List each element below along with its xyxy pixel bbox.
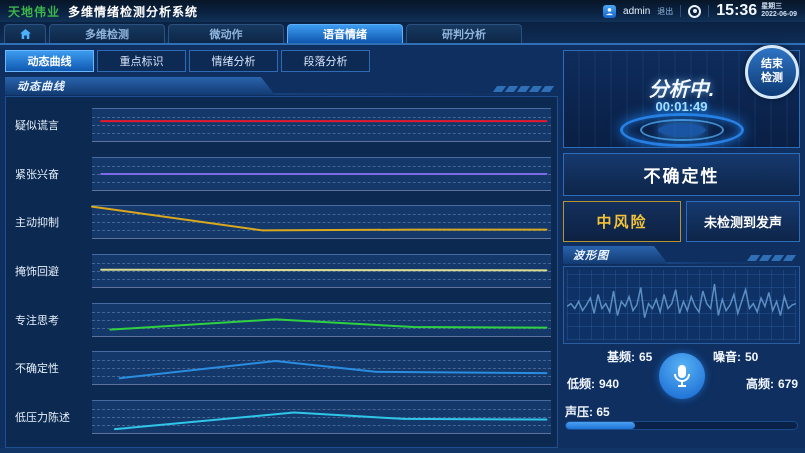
curve-band-suppress bbox=[92, 205, 551, 240]
row-label-uncertain: 不确定性 bbox=[15, 363, 59, 376]
system-title: 多维情绪检测分析系统 bbox=[68, 4, 199, 19]
end-detection-label: 结束 bbox=[761, 58, 783, 71]
waveform-line bbox=[567, 270, 796, 340]
subtab-emotion-analysis[interactable]: 情绪分析 bbox=[189, 50, 278, 72]
subtab-paragraph-analysis[interactable]: 段落分析 bbox=[281, 50, 370, 72]
tab-multidim-detect[interactable]: 多维检测 bbox=[49, 24, 165, 43]
end-detection-label: 检测 bbox=[761, 72, 783, 84]
slash-decor-icon bbox=[746, 255, 797, 261]
person-icon bbox=[605, 7, 614, 15]
divider bbox=[708, 5, 710, 17]
section-header-line bbox=[5, 93, 558, 95]
chart-row: 专注思考 bbox=[6, 295, 551, 344]
subtab-dynamic-curve[interactable]: 动态曲线 bbox=[5, 50, 94, 72]
stat-sound-pressure: 声压: 65 bbox=[565, 405, 610, 419]
curve-line bbox=[92, 304, 551, 336]
end-detection-button[interactable]: 结束 检测 bbox=[745, 45, 799, 99]
row-label-nervous: 紧张兴奋 bbox=[15, 168, 59, 181]
username: admin bbox=[623, 5, 651, 17]
stat-noise: 噪音: 50 bbox=[713, 350, 759, 364]
sub-tabs: 动态曲线 重点标识 情绪分析 段落分析 bbox=[5, 50, 370, 72]
left-column: 动态曲线 重点标识 情绪分析 段落分析 动态曲线 疑似谎言 紧张兴奋 主动抑制 bbox=[5, 45, 558, 450]
clock: 15:36 星期三 2022-06-09 bbox=[716, 2, 797, 20]
curve-line bbox=[92, 158, 551, 190]
stat-low-frequency: 低频: 940 bbox=[567, 377, 620, 391]
dynamic-curve-chart: 疑似谎言 紧张兴奋 主动抑制 掩饰回避 bbox=[5, 96, 558, 448]
chart-row: 疑似谎言 bbox=[6, 101, 551, 150]
curve-section-header: 动态曲线 bbox=[5, 77, 558, 95]
waveform-section-title: 波形图 bbox=[563, 246, 668, 264]
glow-platform-icon bbox=[639, 119, 724, 141]
subtab-key-marks[interactable]: 重点标识 bbox=[97, 50, 186, 72]
row-label-lowpressure: 低压力陈述 bbox=[15, 411, 70, 424]
row-label-conceal: 掩饰回避 bbox=[15, 266, 59, 279]
right-column: 分析中. 00:01:49 结束 检测 不确定性 中风险 未检测到发声 波形图 … bbox=[563, 45, 800, 450]
main-nav: 多维检测 微动作 语音情绪 研判分析 bbox=[0, 22, 805, 45]
sound-pressure-bar-track bbox=[565, 421, 798, 430]
row-label-focus: 专注思考 bbox=[15, 314, 59, 327]
curve-band-uncertain bbox=[92, 351, 551, 386]
footer-strip bbox=[0, 448, 805, 453]
chart-row: 掩饰回避 bbox=[6, 247, 551, 296]
curve-band-nervous bbox=[92, 156, 551, 191]
curve-band-lowpressure bbox=[92, 399, 551, 434]
tab-judge-analysis[interactable]: 研判分析 bbox=[406, 24, 522, 43]
curve-section-title: 动态曲线 bbox=[5, 77, 275, 95]
tab-home[interactable] bbox=[4, 24, 46, 43]
waveform-section-header: 波形图 bbox=[563, 246, 800, 264]
chart-row: 主动抑制 bbox=[6, 198, 551, 247]
row-label-lie: 疑似谎言 bbox=[15, 120, 59, 133]
user-avatar-icon bbox=[603, 4, 617, 18]
divider bbox=[680, 5, 682, 17]
microphone-icon bbox=[673, 365, 690, 387]
voice-status-badge: 未检测到发声 bbox=[686, 201, 800, 242]
curve-line bbox=[92, 109, 551, 141]
chart-row: 紧张兴奋 bbox=[6, 150, 551, 199]
chart-row: 低压力陈述 bbox=[6, 392, 551, 441]
clock-time: 15:36 bbox=[716, 2, 758, 19]
tab-voice-emotion[interactable]: 语音情绪 bbox=[287, 24, 403, 43]
section-header-line bbox=[563, 262, 800, 264]
record-icon[interactable] bbox=[688, 4, 702, 18]
top-bar: 天地伟业 多维情绪检测分析系统 admin 退出 15:36 星期三 2022-… bbox=[0, 0, 805, 22]
sound-pressure-bar-fill bbox=[566, 422, 636, 429]
waveform-chart bbox=[563, 266, 800, 344]
curve-band-lie bbox=[92, 108, 551, 143]
clock-weekday: 星期三 bbox=[761, 3, 783, 11]
company-logo: 天地伟业 bbox=[8, 4, 61, 19]
microphone-button[interactable] bbox=[658, 353, 705, 399]
curve-line bbox=[92, 206, 551, 238]
curve-band-focus bbox=[92, 302, 551, 337]
home-icon bbox=[19, 29, 31, 39]
analysis-status-text: 分析中. bbox=[648, 79, 715, 101]
curve-band-conceal bbox=[92, 254, 551, 289]
stat-base-frequency: 基频: 65 bbox=[607, 350, 653, 364]
clock-date: 2022-06-09 bbox=[761, 11, 797, 18]
glow-platform-icon bbox=[619, 113, 744, 147]
curve-line bbox=[92, 401, 551, 433]
stat-high-frequency: 高频: 679 bbox=[745, 377, 798, 391]
logout-link[interactable]: 退出 bbox=[657, 6, 674, 16]
analysis-timer: 00:01:49 bbox=[655, 99, 708, 114]
glow-platform-icon bbox=[657, 124, 706, 136]
curve-line bbox=[92, 352, 551, 384]
risk-row: 中风险 未检测到发声 bbox=[563, 201, 800, 242]
tab-micro-action[interactable]: 微动作 bbox=[168, 24, 284, 43]
risk-level-badge: 中风险 bbox=[563, 201, 681, 242]
row-label-suppress: 主动抑制 bbox=[15, 217, 59, 230]
curve-line bbox=[92, 255, 551, 287]
primary-emotion-box: 不确定性 bbox=[563, 153, 800, 196]
chart-row: 不确定性 bbox=[6, 344, 551, 393]
slash-decor-icon bbox=[492, 86, 555, 92]
